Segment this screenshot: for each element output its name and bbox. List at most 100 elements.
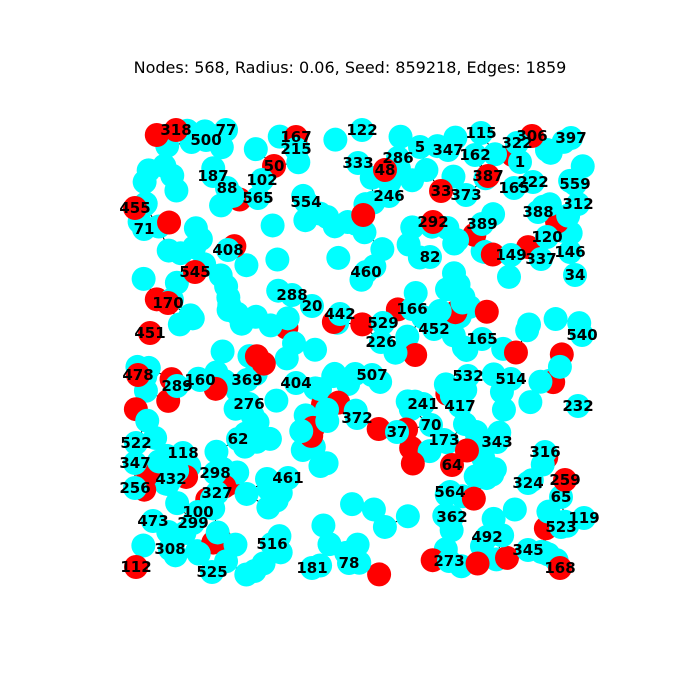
graph-node bbox=[314, 451, 339, 476]
graph-node bbox=[141, 509, 165, 533]
node-label: 500 bbox=[190, 131, 221, 149]
graph-node bbox=[433, 372, 458, 397]
node-label: 162 bbox=[459, 146, 490, 164]
node-label: 232 bbox=[562, 397, 593, 415]
node-label: 50 bbox=[264, 157, 285, 175]
node-label: 514 bbox=[495, 370, 526, 388]
graph-node bbox=[158, 537, 182, 561]
graph-node bbox=[311, 513, 336, 538]
graph-node bbox=[326, 245, 351, 270]
node-label: 478 bbox=[122, 366, 153, 384]
graph-node bbox=[548, 556, 572, 580]
graph-node bbox=[214, 118, 238, 142]
graph-node bbox=[366, 416, 391, 441]
node-label: 522 bbox=[120, 434, 151, 452]
graph-node bbox=[234, 253, 259, 278]
node-label: 276 bbox=[233, 395, 264, 413]
node-label: 347 bbox=[432, 141, 463, 159]
graph-node bbox=[499, 243, 523, 267]
graph-node bbox=[422, 317, 446, 341]
node-label: 181 bbox=[296, 559, 327, 577]
graph-node bbox=[400, 451, 425, 476]
graph-node bbox=[143, 425, 168, 450]
graph-node bbox=[322, 361, 347, 386]
node-label: 308 bbox=[154, 540, 185, 558]
graph-node bbox=[235, 368, 259, 392]
graph-node bbox=[131, 266, 156, 291]
graph-node bbox=[138, 321, 162, 345]
graph-node bbox=[144, 122, 169, 147]
node-label: 165 bbox=[498, 179, 529, 197]
graph-node bbox=[360, 363, 384, 387]
graph-node bbox=[421, 210, 445, 234]
node-label: 34 bbox=[565, 266, 586, 284]
node-label: 318 bbox=[160, 121, 191, 139]
node-label: 70 bbox=[421, 416, 442, 434]
node-label: 120 bbox=[531, 228, 562, 246]
graph-node bbox=[448, 394, 472, 418]
node-label: 122 bbox=[346, 121, 377, 139]
graph-node bbox=[284, 371, 308, 395]
node-label: 289 bbox=[161, 377, 192, 395]
graph-node bbox=[517, 312, 542, 337]
node-label: 20 bbox=[302, 297, 323, 315]
graph-node bbox=[250, 168, 274, 192]
graph-node bbox=[432, 428, 456, 452]
graph-node bbox=[502, 176, 526, 200]
graph-node bbox=[157, 210, 182, 235]
graph-node bbox=[518, 390, 543, 415]
node-label: 372 bbox=[341, 409, 372, 427]
graph-node bbox=[203, 461, 227, 485]
graph-node bbox=[370, 237, 395, 262]
node-label: 333 bbox=[342, 154, 373, 172]
node-label: 452 bbox=[418, 320, 449, 338]
node-label: 259 bbox=[549, 471, 580, 489]
graph-node bbox=[165, 491, 190, 516]
graph-node bbox=[436, 138, 460, 162]
node-label: 48 bbox=[375, 161, 396, 179]
node-label: 64 bbox=[442, 456, 463, 474]
node-label: 373 bbox=[450, 186, 481, 204]
graph-node bbox=[377, 184, 401, 208]
graph-node bbox=[494, 545, 519, 570]
node-label: 288 bbox=[276, 286, 307, 304]
graph-node bbox=[414, 158, 439, 183]
graph-node bbox=[350, 118, 374, 142]
node-label: 417 bbox=[444, 397, 475, 415]
graph-node bbox=[200, 560, 224, 584]
graph-node bbox=[315, 409, 340, 434]
graph-node bbox=[124, 555, 148, 579]
graph-node bbox=[132, 217, 156, 241]
node-label: 404 bbox=[280, 374, 311, 392]
node-label: 565 bbox=[242, 189, 273, 207]
graph-node bbox=[260, 532, 284, 556]
graph-node bbox=[234, 481, 259, 506]
graph-node bbox=[351, 202, 376, 227]
graph-node bbox=[171, 441, 195, 465]
graph-node bbox=[429, 179, 453, 203]
node-label: 168 bbox=[544, 559, 575, 577]
graph-node bbox=[549, 515, 573, 539]
node-label: 299 bbox=[177, 514, 208, 532]
node-label: 82 bbox=[420, 248, 441, 266]
graph-node bbox=[361, 497, 386, 522]
graph-node bbox=[294, 190, 318, 214]
graph-node bbox=[535, 225, 559, 249]
graph-node bbox=[396, 232, 421, 257]
node-label: 65 bbox=[551, 488, 572, 506]
graph-node bbox=[229, 311, 254, 336]
graph-node bbox=[485, 430, 509, 454]
node-label: 523 bbox=[545, 518, 576, 536]
graph-node bbox=[123, 451, 147, 475]
graph-node bbox=[373, 158, 397, 182]
graph-node bbox=[280, 283, 304, 307]
node-label: 389 bbox=[466, 215, 497, 233]
graph-node bbox=[566, 394, 590, 418]
node-label: 215 bbox=[280, 140, 311, 158]
graph-node bbox=[454, 438, 479, 463]
graph-node bbox=[543, 307, 568, 332]
graph-node bbox=[284, 137, 308, 161]
node-label: 516 bbox=[256, 535, 287, 553]
graph-node bbox=[194, 128, 218, 152]
graph-node bbox=[442, 231, 467, 256]
